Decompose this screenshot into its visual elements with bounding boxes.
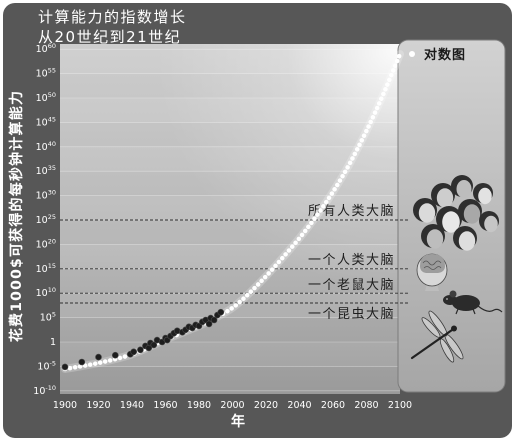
y-tick-base: 10: [36, 142, 48, 153]
y-tick-base: 10: [36, 288, 48, 299]
y-tick-exponent: 45: [48, 115, 56, 123]
y-tick-base: 10: [36, 264, 48, 275]
y-tick-exponent: 30: [48, 189, 56, 197]
y-tick-label: 105: [40, 311, 56, 324]
data-point: [95, 353, 102, 361]
data-point: [210, 316, 218, 324]
y-tick-exponent: 50: [48, 91, 56, 99]
y-tick-exponent: 20: [48, 237, 56, 245]
y-tick-labels: 1060105510501045104010351030102510201015…: [33, 42, 56, 397]
x-tick-label: 2020: [254, 400, 278, 411]
reference-line-label: 所有人类大脑: [308, 204, 395, 219]
data-point: [130, 348, 137, 356]
y-tick-exponent: 35: [48, 164, 56, 172]
y-tick-base: 10: [36, 215, 48, 226]
y-tick-exponent: 10: [48, 286, 56, 294]
y-tick-label: 1015: [36, 262, 56, 275]
data-point: [61, 363, 69, 371]
reference-line-label: 一个昆虫大脑: [308, 307, 395, 322]
y-tick-base: 10: [33, 386, 45, 397]
data-point: [150, 341, 158, 349]
y-tick-label: 1055: [36, 67, 56, 80]
x-tick-label: 2100: [388, 400, 412, 411]
reference-line-group: 一个昆虫大脑: [60, 302, 408, 322]
data-point: [137, 346, 144, 354]
y-tick-base: 10: [36, 93, 48, 104]
human-heads-icon: [413, 175, 499, 251]
y-tick-base: 10: [36, 166, 48, 177]
chart-subtitle: 从20世纪到21世纪: [38, 28, 181, 46]
x-tick-label: 1940: [120, 400, 144, 411]
y-tick-exponent: 15: [48, 262, 56, 270]
reference-line-label: 一个老鼠大脑: [308, 278, 395, 293]
data-point: [112, 351, 119, 359]
y-tick-label: 10-5: [37, 359, 56, 372]
y-tick-base: 10: [36, 191, 48, 202]
y-tick-label: 1030: [36, 189, 56, 202]
y-tick-label: 1: [50, 337, 56, 348]
y-tick-label: 1020: [36, 237, 56, 250]
x-axis-label: 年: [231, 413, 245, 430]
y-tick-base: 10: [36, 239, 48, 250]
y-tick-label: 1050: [36, 91, 56, 104]
y-tick-base: 1: [50, 337, 56, 348]
y-tick-exponent: 40: [48, 140, 56, 148]
reference-line-group: 一个老鼠大脑: [60, 278, 408, 294]
data-point: [78, 358, 86, 366]
y-tick-exponent: -5: [50, 359, 56, 367]
y-tick-exponent: 55: [48, 67, 56, 75]
y-tick-base: 10: [36, 117, 48, 128]
x-tick-label: 2040: [287, 400, 311, 411]
data-point: [205, 320, 213, 328]
y-tick-exponent: 5: [52, 311, 56, 319]
x-tick-label: 2000: [220, 400, 244, 411]
y-tick-label: 1040: [36, 140, 56, 153]
x-tick-label: 1900: [53, 400, 77, 411]
human-brain-icon: [416, 253, 448, 291]
dragonfly-icon: [410, 310, 464, 363]
x-tick-label: 2060: [321, 400, 345, 411]
panel-bullet-icon: [409, 51, 415, 57]
plot-area: [60, 44, 400, 394]
y-tick-label: 1035: [36, 164, 56, 177]
reference-line-group: 一个人类大脑: [60, 253, 408, 270]
trend-curve: [62, 51, 403, 372]
plot-glow: [60, 44, 400, 394]
data-point: [217, 308, 225, 316]
reference-line-label: 一个人类大脑: [308, 253, 395, 268]
y-tick-base: 10: [36, 69, 48, 80]
y-tick-label: 10-10: [33, 384, 56, 397]
y-tick-label: 1010: [36, 286, 56, 299]
y-tick-exponent: -10: [45, 384, 56, 392]
y-tick-exponent: 25: [48, 213, 56, 221]
panel-label: 对数图: [424, 47, 466, 63]
y-tick-label: 1045: [36, 115, 56, 128]
x-tick-label: 1980: [187, 400, 211, 411]
y-tick-label: 1025: [36, 213, 56, 226]
y-tick-base: 10: [37, 361, 49, 372]
mouse-icon: [443, 290, 503, 315]
y-tick-base: 10: [36, 44, 48, 55]
chart-title: 计算能力的指数增长: [38, 8, 187, 26]
y-tick-exponent: 60: [48, 42, 56, 50]
y-tick-base: 10: [40, 313, 52, 324]
right-panel: 对数图: [397, 39, 506, 393]
reference-line-group: 所有人类大脑: [60, 204, 408, 221]
x-tick-labels: 1900 1920 1940 1960 1980 2000 2020 2040 2060 2080…: [53, 400, 412, 411]
data-points: [61, 308, 225, 371]
y-axis-label: 花费1000$可获得的每秒钟计算能力: [8, 90, 25, 342]
x-tick-label: 1960: [153, 400, 177, 411]
x-tick-label: 2080: [354, 400, 378, 411]
y-tick-label: 1060: [36, 42, 56, 55]
x-tick-label: 1920: [86, 400, 110, 411]
